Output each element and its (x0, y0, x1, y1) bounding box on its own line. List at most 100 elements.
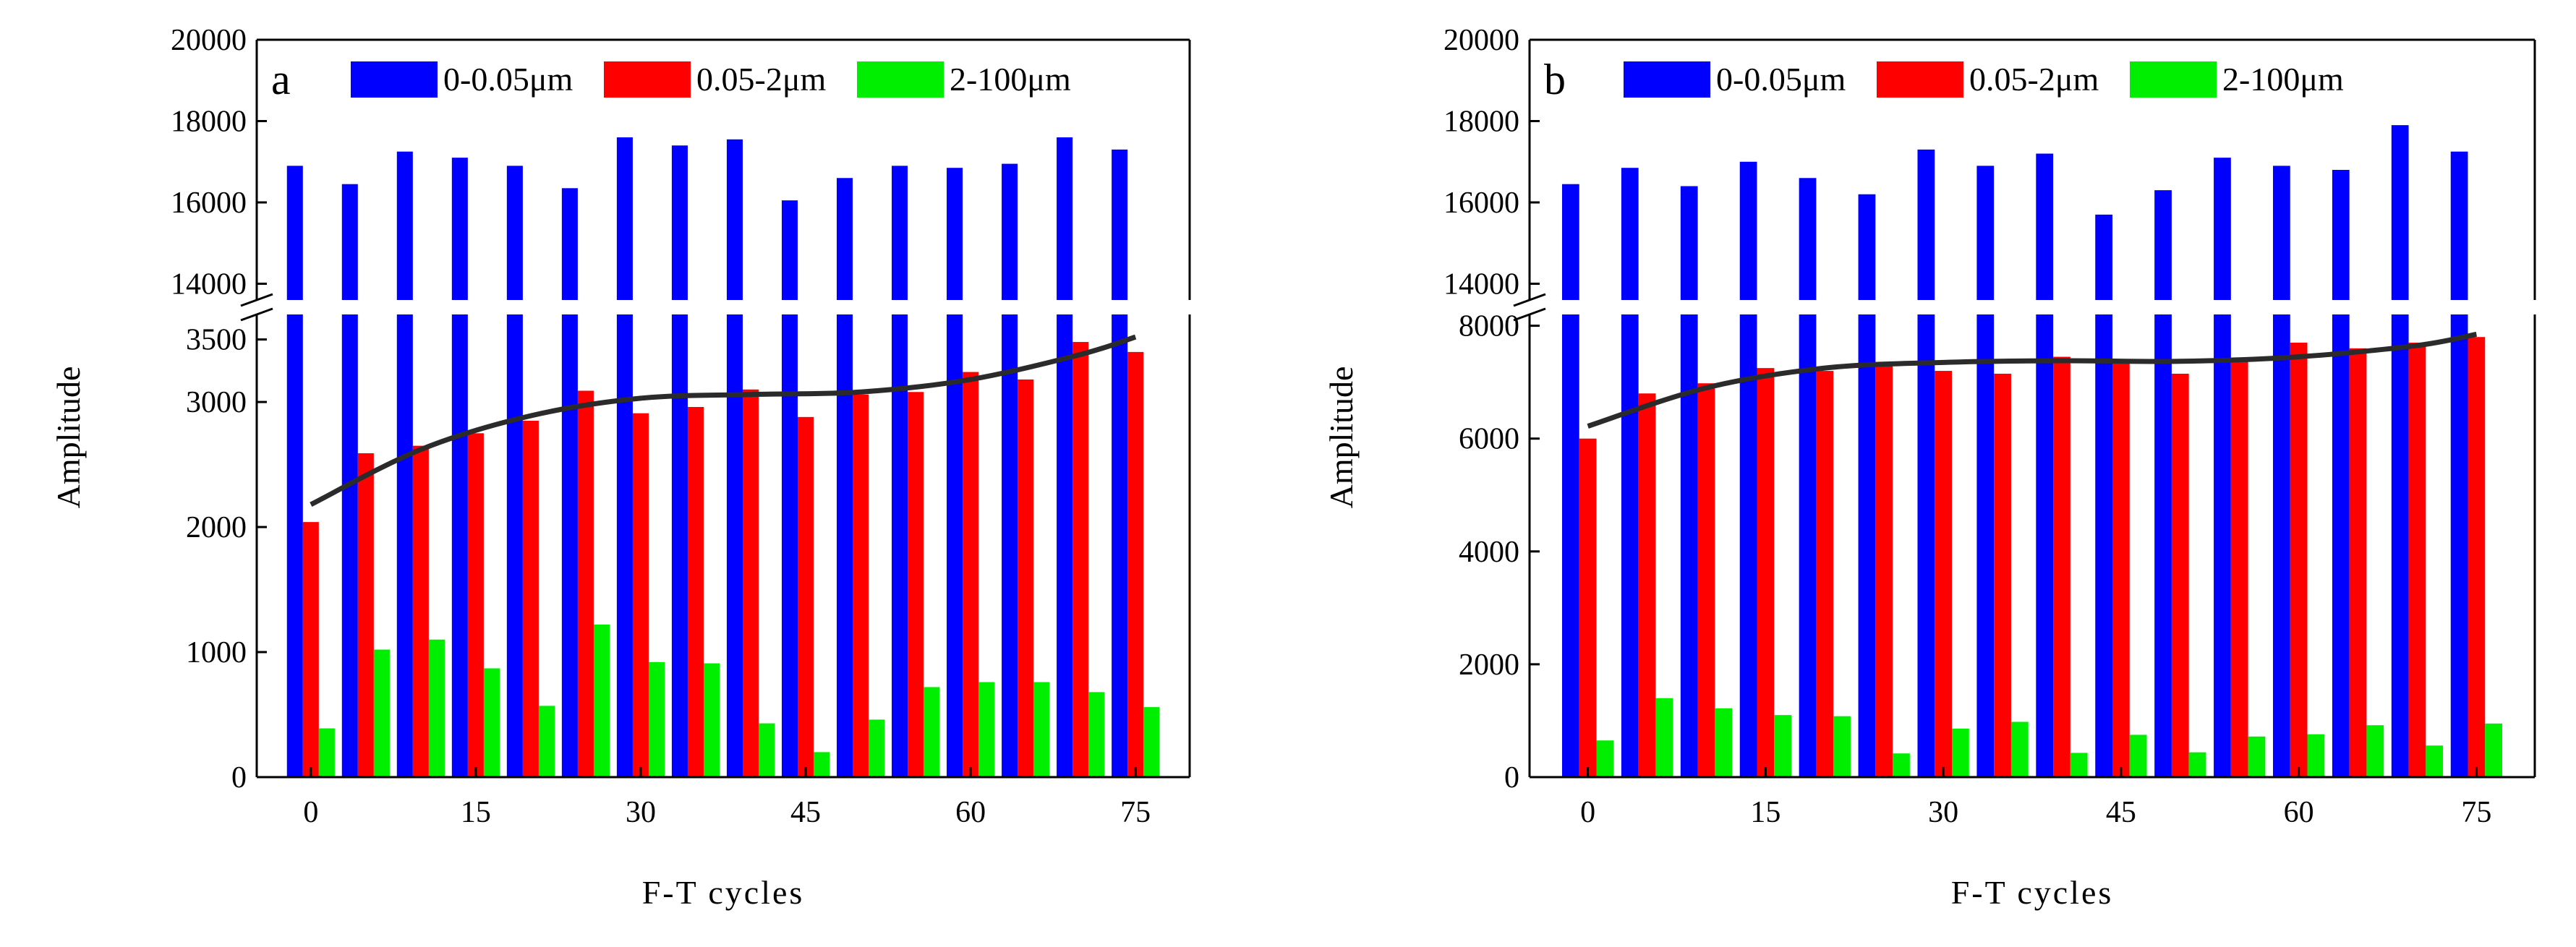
bar-a-s0-13-upper (1002, 163, 1018, 300)
bar-b-s0-8-lower (2036, 314, 2054, 777)
bar-b-s0-6-lower (1917, 314, 1935, 777)
bar-b-s0-15-lower (2450, 314, 2468, 777)
bar-b-s0-8-upper (2036, 153, 2054, 300)
bar-a-s1-7 (687, 407, 704, 777)
legend-label-a-1: 0.05-2μm (696, 61, 826, 98)
legend-swatch-b-2 (2130, 61, 2217, 98)
bar-b-s2-4 (1833, 716, 1851, 777)
bar-a-s0-0-upper (286, 166, 303, 300)
bar-a-s1-11 (908, 392, 924, 777)
y-tick-label-upper-b-1: 16000 (1443, 187, 1519, 220)
bar-b-s0-3-lower (1739, 314, 1757, 777)
y-tick-label-upper-a-2: 18000 (171, 106, 247, 139)
x-axis-title-b: F-T cycles (1951, 874, 2114, 911)
legend-label-b-0: 0-0.05μm (1716, 61, 1846, 98)
bar-b-s0-12-upper (2272, 166, 2290, 300)
axis-break-mark-a-0 (240, 293, 273, 307)
bar-b-s2-13 (2366, 725, 2384, 777)
panel-label-a: a (271, 56, 291, 103)
bar-b-s0-7-lower (1976, 314, 1995, 777)
bar-a-s0-4-lower (506, 314, 523, 777)
x-tick-label-a-4: 60 (955, 796, 986, 829)
bar-a-s0-5-lower (561, 314, 578, 777)
bar-b-s2-8 (2070, 753, 2088, 777)
y-axis-title-a: Amplitude (50, 367, 87, 509)
bar-b-s1-13 (2349, 348, 2367, 778)
bar-b-s0-3-upper (1739, 161, 1757, 300)
bar-a-s0-5-upper (561, 188, 578, 300)
bar-a-s2-5 (593, 624, 610, 777)
bar-a-s2-13 (1033, 682, 1050, 777)
bar-a-s2-15 (1143, 707, 1160, 777)
y-tick-label-lower-a-4: 3500 (186, 324, 247, 357)
bar-b-s1-8 (2053, 356, 2070, 777)
y-tick-label-lower-b-4: 8000 (1459, 310, 1519, 343)
bar-a-s2-0 (318, 728, 335, 777)
bar-b-s2-9 (2129, 734, 2147, 777)
bar-a-s0-2-lower (396, 314, 413, 777)
legend-swatch-b-1 (1877, 61, 1963, 98)
x-tick-label-b-5: 75 (2461, 796, 2491, 829)
bar-b-s0-2-upper (1680, 186, 1698, 300)
bar-a-s1-13 (1018, 379, 1034, 777)
bar-a-s1-10 (853, 394, 869, 777)
bar-b-s2-7 (2010, 721, 2029, 777)
bar-a-s0-6-upper (616, 137, 633, 300)
bar-b-s2-6 (1952, 728, 1969, 777)
bar-a-s1-8 (742, 389, 759, 777)
bar-b-s0-9-upper (2095, 214, 2112, 300)
legend-swatch-a-1 (604, 61, 691, 98)
bar-a-s0-12-lower (947, 314, 963, 777)
legend-label-b-1: 0.05-2μm (1969, 61, 2099, 98)
bar-a-s0-7-upper (671, 145, 688, 300)
legend-swatch-a-2 (857, 61, 944, 98)
bar-a-s0-14-lower (1057, 314, 1073, 777)
bar-b-s0-12-lower (2272, 314, 2290, 777)
bar-a-s2-1 (373, 649, 390, 777)
x-tick-label-b-1: 15 (1750, 796, 1780, 829)
x-tick-label-b-0: 0 (1580, 796, 1595, 829)
bar-a-s1-4 (522, 421, 539, 777)
bar-b-s2-14 (2426, 745, 2444, 777)
bar-b-s0-14-upper (2391, 125, 2409, 300)
bar-a-s0-9-lower (781, 314, 798, 777)
bar-a-s1-3 (467, 433, 484, 777)
y-tick-label-upper-b-3: 20000 (1443, 24, 1519, 57)
bar-b-s2-15 (2485, 723, 2503, 777)
y-tick-label-lower-a-2: 2000 (186, 511, 247, 544)
y-tick-label-lower-a-3: 3000 (186, 386, 247, 419)
x-axis-title-a: F-T cycles (642, 874, 805, 911)
axis-break-mark-b-1 (1513, 307, 1546, 322)
bar-a-s2-10 (869, 719, 885, 777)
bar-a-s2-3 (483, 668, 500, 777)
bar-a-s2-4 (538, 706, 555, 777)
x-tick-label-b-3: 45 (2106, 796, 2136, 829)
bar-b-s0-10-upper (2154, 190, 2172, 300)
x-tick-label-a-2: 30 (626, 796, 656, 829)
bar-b-s0-6-upper (1917, 149, 1935, 300)
bar-b-s0-4-lower (1799, 314, 1817, 777)
legend-label-a-0: 0-0.05μm (443, 61, 573, 98)
y-tick-label-lower-b-1: 2000 (1459, 648, 1519, 682)
bar-b-s2-10 (2188, 752, 2206, 777)
bar-b-s0-0-upper (1561, 184, 1579, 300)
bar-a-s0-6-lower (616, 314, 633, 777)
bar-a-s0-15-upper (1112, 149, 1128, 300)
bar-a-s0-10-lower (836, 314, 853, 777)
bar-b-s1-14 (2408, 343, 2426, 777)
bar-b-s2-2 (1715, 708, 1733, 777)
bar-a-s0-2-upper (396, 151, 413, 300)
bar-a-s0-3-upper (451, 158, 468, 300)
bar-a-s1-0 (302, 522, 319, 777)
bar-b-s0-1-lower (1621, 314, 1639, 777)
bar-a-s2-12 (978, 682, 995, 777)
bar-b-s0-7-upper (1976, 166, 1995, 300)
bar-b-s0-13-upper (2332, 170, 2350, 300)
bar-a-s2-8 (759, 723, 775, 777)
bar-a-s1-5 (577, 390, 594, 777)
bar-a-s2-11 (924, 687, 940, 777)
y-axis-title-b: Amplitude (1323, 367, 1360, 509)
bar-a-s0-8-lower (726, 314, 743, 777)
axis-break-mark-a-1 (240, 307, 273, 322)
y-tick-label-upper-b-2: 18000 (1443, 106, 1519, 139)
